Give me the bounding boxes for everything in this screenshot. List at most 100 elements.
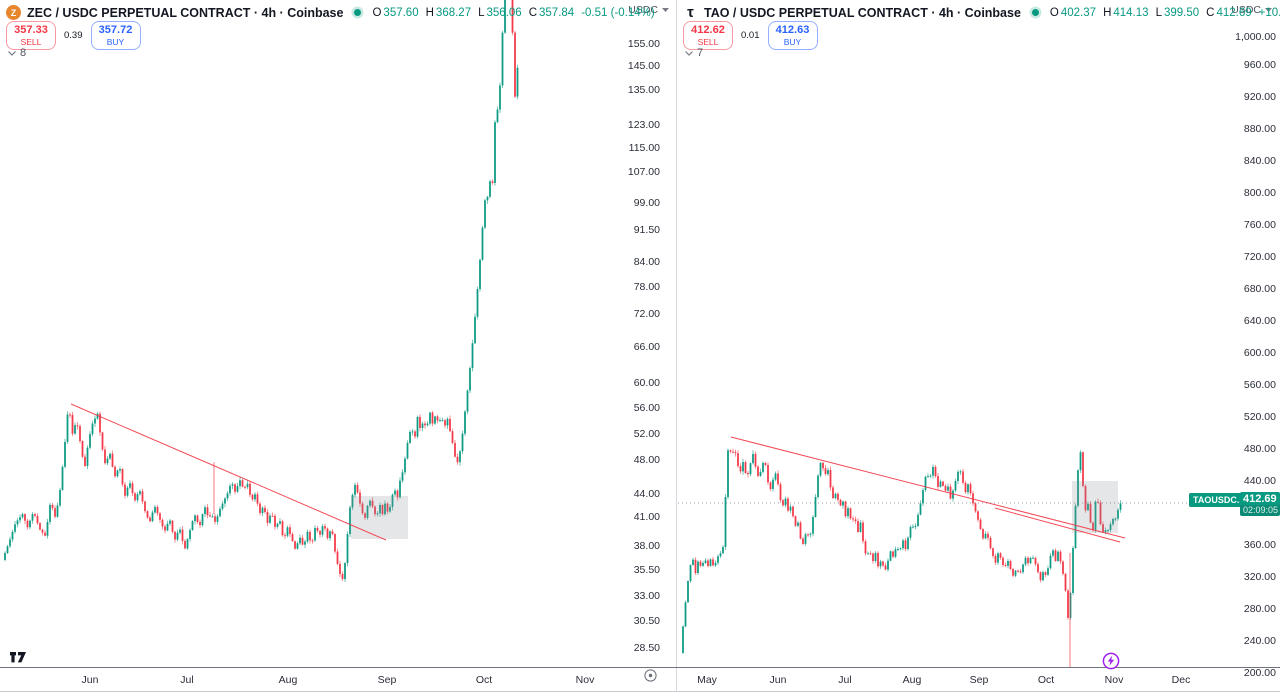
price-tick-label: 84.00: [633, 256, 660, 268]
sell-price: 412.62: [691, 24, 725, 36]
buy-button-label: BUY: [106, 37, 125, 48]
price-tick-label: 960.00: [1243, 59, 1276, 71]
month-label: Jun: [769, 674, 787, 686]
collapsed-count: 8: [20, 47, 27, 59]
chart-pane-tao: τ TAO / USDC PERPETUAL CONTRACT · 4h · C…: [677, 0, 1280, 695]
candlestick-series: [682, 448, 1122, 667]
chart-pane-zec: Z ZEC / USDC PERPETUAL CONTRACT · 4h · C…: [0, 0, 677, 693]
pane-divider[interactable]: [676, 0, 677, 692]
month-label: Jul: [180, 674, 194, 686]
price-tick-label: 56.00: [633, 402, 660, 414]
tradingview-logo[interactable]: [8, 649, 30, 670]
price-tick-label: 115.00: [628, 142, 660, 154]
price-tick-label: 30.50: [633, 615, 660, 627]
price-tick-label: 680.00: [1243, 283, 1276, 295]
market-open-dot-icon: [354, 9, 362, 16]
open-label: O: [372, 6, 382, 19]
sell-button[interactable]: 357.33 SELL: [6, 21, 56, 51]
sell-price: 357.33: [14, 24, 48, 36]
caret-down-icon: [662, 8, 669, 12]
price-tick-label: 840.00: [1243, 155, 1276, 167]
price-tick-label: 44.00: [633, 488, 660, 500]
price-tick-label: 800.00: [1243, 187, 1276, 199]
tradingview-logo-icon: [10, 652, 26, 663]
price-tick-label: 1,000.00: [1235, 31, 1276, 43]
buy-button[interactable]: 357.72 BUY: [90, 21, 141, 51]
close-value: 357.84: [539, 6, 575, 19]
lightning-circle-icon: [1102, 652, 1120, 670]
month-label: Jul: [838, 674, 852, 686]
target-dot-icon: [644, 669, 657, 682]
price-tick-label: 60.00: [633, 377, 660, 389]
price-tick-label: 720.00: [1243, 251, 1276, 263]
highlight-box[interactable]: [351, 496, 408, 539]
close-label: C: [1206, 6, 1215, 19]
price-tick-label: 320.00: [1243, 571, 1276, 583]
sell-button[interactable]: 412.62 SELL: [683, 21, 733, 51]
high-value: 368.27: [435, 6, 472, 19]
price-tick-label: 91.50: [633, 224, 660, 236]
buy-price: 357.72: [98, 24, 133, 36]
zec-symbol-logo-icon: Z: [6, 5, 21, 20]
month-label: Oct: [1037, 674, 1055, 686]
price-tick-label: 155.00: [627, 38, 660, 50]
indicators-collapse-toggle[interactable]: 8: [8, 47, 26, 59]
zec-candlestick-chart[interactable]: [0, 0, 677, 667]
time-axis[interactable]: Jun Jul Aug Sep Oct Nov: [0, 667, 677, 693]
price-tick-label: 520.00: [1243, 411, 1276, 423]
tao-candlestick-chart[interactable]: [677, 0, 1280, 667]
time-axis-border: [0, 667, 1280, 668]
caret-down-icon: [1265, 8, 1272, 12]
price-tick-label: 99.00: [633, 197, 660, 209]
high-label: H: [425, 6, 434, 19]
price-axis[interactable]: USDC 1,000.00 960.00 920.00 880.00 840.00 800…: [1231, 0, 1280, 679]
highlight-box[interactable]: [1072, 481, 1118, 533]
month-label: Dec: [1171, 674, 1191, 686]
spread-value: 0.39: [64, 30, 83, 42]
trade-buttons-row: 412.62 SELL 0.01 412.63 BUY: [683, 21, 818, 51]
trendline-drawing[interactable]: [730, 436, 1126, 539]
price-tick-label: 880.00: [1243, 123, 1276, 135]
spread-value: 0.01: [741, 30, 760, 42]
axis-currency-label: USDC: [628, 4, 658, 16]
low-value: 399.50: [1163, 6, 1200, 19]
event-marker[interactable]: [1102, 652, 1120, 675]
buy-button-label: BUY: [783, 37, 802, 48]
sell-button-label: SELL: [697, 37, 719, 48]
symbol-title[interactable]: ZEC / USDC PERPETUAL CONTRACT · 4h · Coi…: [27, 5, 344, 20]
month-label: Nov: [575, 674, 595, 686]
change-value: +10.49 (+2.61%): [1258, 6, 1280, 19]
trendline-drawing[interactable]: [994, 507, 1121, 543]
high-label: H: [1103, 6, 1112, 19]
month-label: Sep: [377, 674, 397, 686]
open-label: O: [1049, 6, 1059, 19]
price-axis[interactable]: USDC 155.00 145.00 135.00 123.00 115.00 107.0…: [608, 0, 677, 667]
price-tick-label: 33.00: [633, 590, 660, 602]
time-axis[interactable]: May Jun Jul Aug Sep Oct Nov Dec: [677, 667, 1280, 693]
trendline-drawing[interactable]: [70, 403, 387, 541]
month-label: Sep: [969, 674, 989, 686]
axis-currency-dropdown[interactable]: USDC: [1231, 4, 1272, 16]
open-value: 357.60: [383, 6, 419, 19]
buy-button[interactable]: 412.63 BUY: [767, 21, 818, 51]
axis-settings-icon[interactable]: [644, 669, 657, 687]
price-tick-label: 560.00: [1243, 379, 1276, 391]
price-tick-label: 280.00: [1243, 603, 1276, 615]
indicators-collapse-toggle[interactable]: 7: [685, 47, 703, 59]
low-label: L: [1155, 6, 1162, 19]
chevron-down-icon: [685, 50, 693, 56]
low-value: 356.06: [486, 6, 522, 19]
low-label: L: [478, 6, 485, 19]
price-tick-label: 123.00: [627, 119, 660, 131]
symbol-title[interactable]: TAO / USDC PERPETUAL CONTRACT · 4h · Coi…: [704, 5, 1021, 20]
price-tick-label: 41.00: [633, 511, 660, 523]
price-tick-label: 107.00: [627, 166, 660, 178]
price-tick-label: 240.00: [1243, 635, 1276, 647]
axis-currency-dropdown[interactable]: USDC: [628, 4, 669, 16]
price-tick-label: 135.00: [627, 84, 660, 96]
change-value: -0.51 (-0.14%): [581, 6, 655, 19]
close-value: 412.69: [1216, 6, 1252, 19]
chart-header: τ TAO / USDC PERPETUAL CONTRACT · 4h · C…: [683, 4, 1280, 21]
